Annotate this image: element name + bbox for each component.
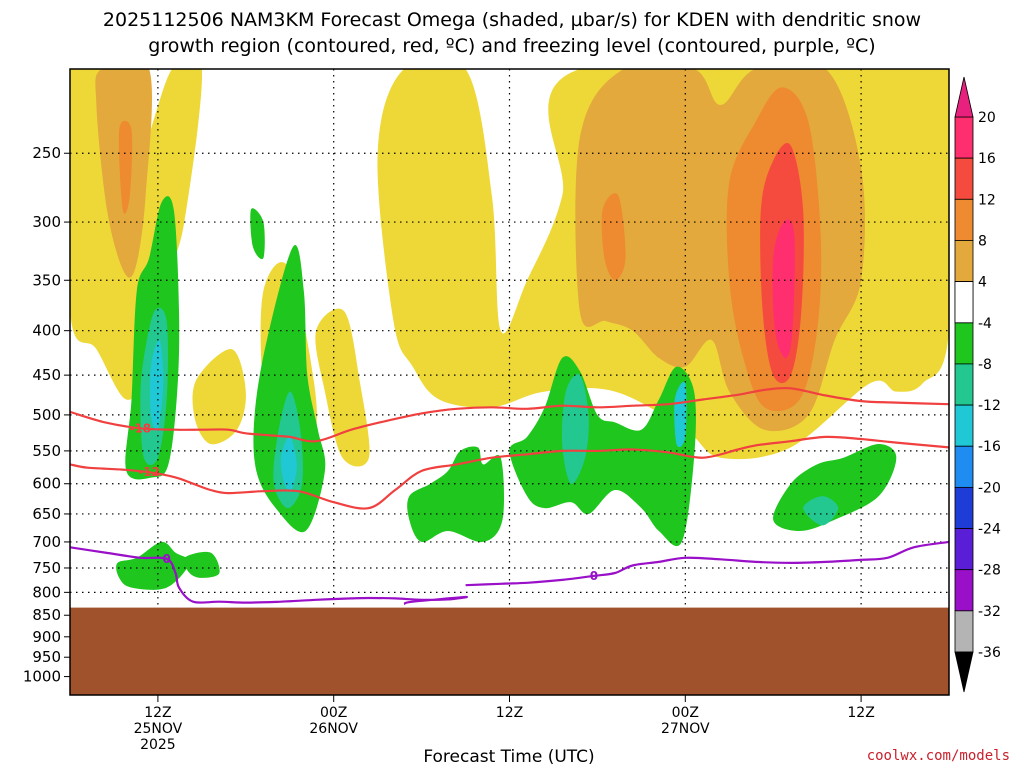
x-tick-label: 26NOV xyxy=(309,721,358,737)
colorbar-swatch xyxy=(954,445,974,488)
colorbar-swatch xyxy=(954,240,974,283)
colorbar-swatch xyxy=(954,157,974,200)
freezing-contour-0 xyxy=(465,540,949,587)
omega-region-upper-left-red xyxy=(118,120,133,214)
omega-region-upper-right-max xyxy=(772,219,795,358)
x-tick-label: 12Z xyxy=(144,705,171,721)
omega-region-right-teal xyxy=(561,374,589,484)
colorbar-swatch xyxy=(954,322,974,365)
colorbar-swatch xyxy=(954,404,974,447)
omega-region-mid-green-left xyxy=(253,245,326,533)
y-tick-label-850: 850 xyxy=(32,606,61,624)
colorbar-top-arrow xyxy=(954,76,974,118)
x-tick-label: 27NOV xyxy=(661,721,710,737)
omega-shading xyxy=(70,69,949,590)
y-tick-label-250: 250 xyxy=(32,144,61,162)
colorbar-swatch xyxy=(954,116,974,159)
dgz-contour-label: -12 xyxy=(138,465,160,479)
grid-lines xyxy=(70,69,949,608)
y-tick-label-750: 750 xyxy=(32,559,61,577)
colorbar-swatch xyxy=(954,486,974,529)
x-tick-label: 00Z xyxy=(320,705,347,721)
y-tick-label-1000: 1000 xyxy=(23,668,61,686)
y-tick-label-800: 800 xyxy=(32,583,61,601)
omega-region-low-mid-green xyxy=(183,551,220,578)
omega-region-mid-yellow-1 xyxy=(192,348,246,445)
colorbar-label: -4 xyxy=(978,316,992,332)
omega-region-center-green xyxy=(407,446,505,543)
terrain-layer xyxy=(70,607,949,695)
omega-region-low-left-green xyxy=(116,541,190,590)
colorbar-label: -20 xyxy=(978,480,1001,496)
y-tick-label-400: 400 xyxy=(32,322,61,340)
colorbar-swatch xyxy=(954,569,974,612)
y-tick-label-950: 950 xyxy=(32,648,61,666)
y-tick-label-350: 350 xyxy=(32,271,61,289)
colorbar-label: -16 xyxy=(978,439,1001,455)
omega-region-right-cyan xyxy=(674,381,687,448)
omega-region-far-right-teal xyxy=(803,496,839,526)
y-tick-label-600: 600 xyxy=(32,475,61,493)
colorbar-bottom-arrow xyxy=(954,651,974,693)
omega-region-left-cyan-column xyxy=(149,339,164,432)
x-tick-label: 12Z xyxy=(847,705,874,721)
colorbar-label: 12 xyxy=(978,192,996,208)
colorbar-label: 8 xyxy=(978,233,987,249)
y-tick-label-900: 900 xyxy=(32,628,61,646)
chart-title-line1: 2025112506 NAM3KM Forecast Omega (shaded… xyxy=(103,9,921,31)
contour-lines: -18 -12 0 0 xyxy=(70,386,949,606)
omega-region-green-small-upper xyxy=(250,208,265,260)
dgz-contour--12 xyxy=(70,435,949,510)
x-axis-label: Forecast Time (UTC) xyxy=(423,747,594,767)
omega-region-upper-right-red-1 xyxy=(601,193,626,281)
y-tick-label-650: 650 xyxy=(32,505,61,523)
colorbar-label: -28 xyxy=(978,563,1001,579)
credit-link[interactable]: coolwx.com/models xyxy=(867,748,1010,764)
colorbar: 20 16 12 8 4 -4 -8 -12 -16 -20 -24 -28 -32 -36 xyxy=(954,76,1001,693)
colorbar-label: -8 xyxy=(978,357,992,373)
colorbar-label: 4 xyxy=(978,275,987,291)
y-tick-label-550: 550 xyxy=(32,442,61,460)
colorbar-label: 20 xyxy=(978,110,996,126)
x-tick-label: 25NOV xyxy=(134,721,183,737)
colorbar-swatch xyxy=(954,198,974,241)
y-tick-label-500: 500 xyxy=(32,406,61,424)
y-axis: 250 300 350 400 450 500 550 600 650 700 750 800 850 9… xyxy=(23,144,70,686)
colorbar-label: -24 xyxy=(978,522,1001,538)
colorbar-label: -12 xyxy=(978,398,1001,414)
colorbar-swatch xyxy=(954,363,974,406)
y-tick-label-300: 300 xyxy=(32,213,61,231)
colorbar-label: 16 xyxy=(978,151,996,167)
chart-title-line2: growth region (contoured, red, ºC) and f… xyxy=(148,35,875,57)
dgz-contour-label: -18 xyxy=(129,421,151,435)
dgz-contour--18 xyxy=(70,386,949,443)
plot-area: -18 -12 0 0 xyxy=(69,68,950,696)
colorbar-swatch-neutral xyxy=(954,281,974,324)
colorbar-label: -36 xyxy=(978,645,1001,661)
colorbar-swatch xyxy=(954,528,974,571)
x-tick-label: 12Z xyxy=(496,705,523,721)
freezing-contour-label: 0 xyxy=(590,569,598,583)
x-tick-label: 2025 xyxy=(140,737,176,753)
colorbar-label: -32 xyxy=(978,604,1001,620)
terrain-fill xyxy=(70,607,949,695)
x-tick-label: 00Z xyxy=(672,705,699,721)
freezing-contour-0 xyxy=(70,546,468,606)
y-tick-label-700: 700 xyxy=(32,533,61,551)
colorbar-swatch xyxy=(954,610,974,653)
y-tick-label-450: 450 xyxy=(32,366,61,384)
omega-region-mid-yellow-3 xyxy=(315,308,370,467)
freezing-contour-label: 0 xyxy=(163,552,171,566)
